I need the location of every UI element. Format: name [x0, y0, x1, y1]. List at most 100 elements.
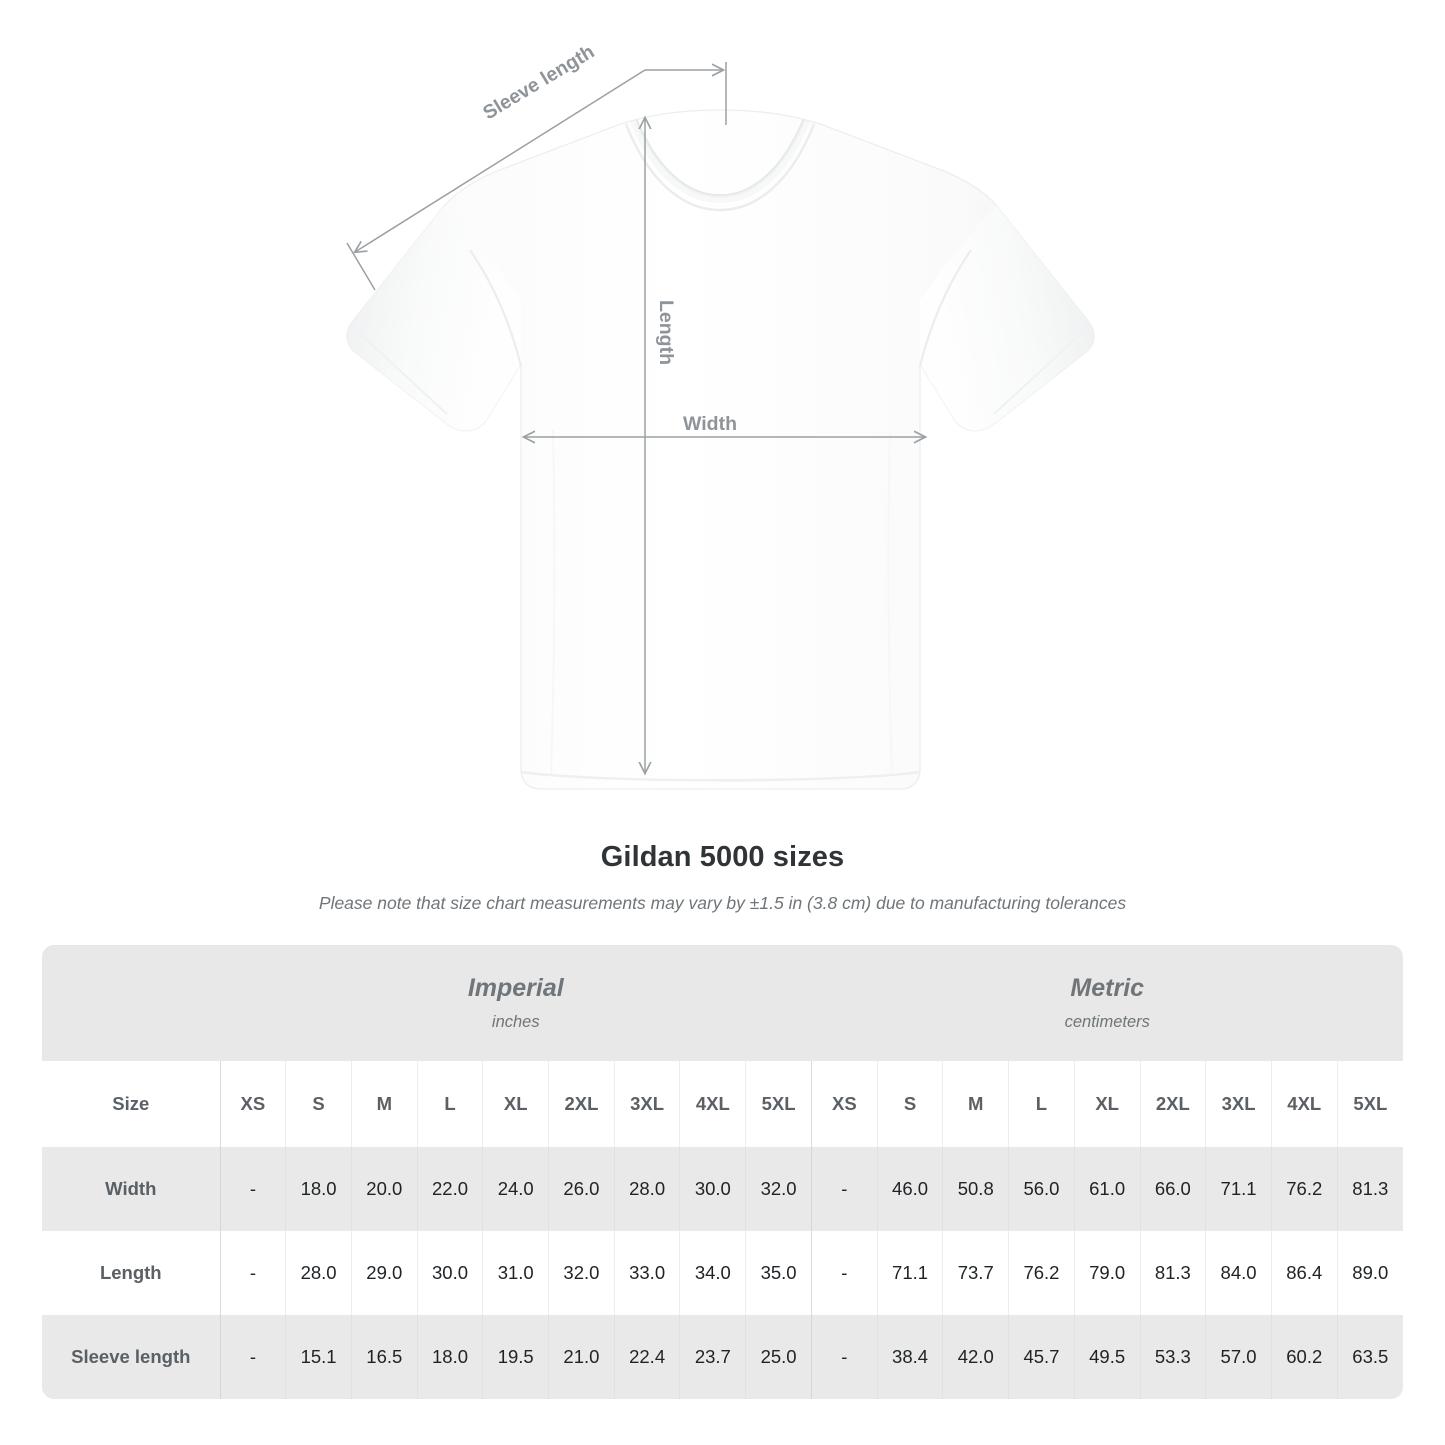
cell-width-imperial-3xl: 28.0	[614, 1147, 681, 1231]
cell-length-metric-m: 73.7	[942, 1231, 1010, 1315]
cell-sleeve-metric-xs: -	[811, 1315, 878, 1399]
cell-width-metric-2xl: 66.0	[1140, 1147, 1207, 1231]
header-metric-xl: XL	[1074, 1061, 1141, 1147]
cell-length-imperial-m: 29.0	[351, 1231, 418, 1315]
size-table: Imperial inches Metric centimeters Size …	[42, 945, 1403, 1399]
width-label: Width	[683, 413, 737, 435]
measurement-annotations	[346, 62, 925, 773]
cell-sleeve-imperial-l: 18.0	[417, 1315, 484, 1399]
unit-group-metric-sub: centimeters	[1064, 1013, 1150, 1031]
cell-length-metric-3xl: 84.0	[1205, 1231, 1272, 1315]
cell-sleeve-metric-2xl: 53.3	[1140, 1315, 1207, 1399]
unit-group-imperial-sub: inches	[491, 1013, 540, 1031]
unit-banner-spacer	[42, 945, 221, 1061]
size-header-row: Size XS S M L XL 2XL 3XL 4XL 5XL XS S M …	[42, 1061, 1403, 1147]
cell-length-imperial-3xl: 33.0	[614, 1231, 681, 1315]
cell-sleeve-imperial-xl: 19.5	[482, 1315, 550, 1399]
cell-length-imperial-4xl: 34.0	[679, 1231, 747, 1315]
cell-sleeve-imperial-2xl: 21.0	[548, 1315, 615, 1399]
cell-length-imperial-2xl: 32.0	[548, 1231, 615, 1315]
cell-sleeve-metric-m: 42.0	[942, 1315, 1010, 1399]
cell-length-metric-xl: 79.0	[1074, 1231, 1141, 1315]
unit-group-metric: Metric centimeters	[811, 945, 1403, 1061]
sleeve-length-label: Sleeve length	[479, 41, 598, 125]
cell-width-imperial-2xl: 26.0	[548, 1147, 615, 1231]
length-label: Length	[655, 300, 677, 365]
unit-banner-row: Imperial inches Metric centimeters	[42, 945, 1403, 1061]
cell-sleeve-imperial-s: 15.1	[285, 1315, 352, 1399]
cell-sleeve-imperial-5xl: 25.0	[745, 1315, 812, 1399]
cell-sleeve-metric-3xl: 57.0	[1205, 1315, 1272, 1399]
cell-width-metric-xs: -	[811, 1147, 878, 1231]
header-imperial-m: M	[351, 1061, 418, 1147]
cell-sleeve-metric-s: 38.4	[877, 1315, 944, 1399]
cell-length-imperial-xl: 31.0	[482, 1231, 550, 1315]
cell-width-metric-l: 56.0	[1008, 1147, 1075, 1231]
row-label-width: Width	[42, 1147, 221, 1231]
header-imperial-4xl: 4XL	[679, 1061, 747, 1147]
cell-width-imperial-5xl: 32.0	[745, 1147, 812, 1231]
unit-group-imperial: Imperial inches	[220, 945, 812, 1061]
cell-sleeve-imperial-m: 16.5	[351, 1315, 418, 1399]
tshirt-shape	[346, 109, 1095, 790]
header-metric-3xl: 3XL	[1205, 1061, 1272, 1147]
cell-width-imperial-4xl: 30.0	[679, 1147, 747, 1231]
header-metric-4xl: 4XL	[1271, 1061, 1338, 1147]
header-imperial-5xl: 5XL	[745, 1061, 812, 1147]
cell-sleeve-metric-xl: 49.5	[1074, 1315, 1141, 1399]
title-block: Gildan 5000 sizes Please note that size …	[0, 840, 1445, 914]
header-imperial-xs: XS	[220, 1061, 287, 1147]
cell-width-metric-xl: 61.0	[1074, 1147, 1141, 1231]
cell-length-metric-xs: -	[811, 1231, 878, 1315]
cell-length-metric-4xl: 86.4	[1271, 1231, 1338, 1315]
cell-sleeve-metric-l: 45.7	[1008, 1315, 1075, 1399]
row-label-length: Length	[42, 1231, 221, 1315]
header-metric-s: S	[877, 1061, 944, 1147]
cell-length-metric-5xl: 89.0	[1337, 1231, 1403, 1315]
cell-width-metric-4xl: 76.2	[1271, 1147, 1338, 1231]
cell-sleeve-metric-4xl: 60.2	[1271, 1315, 1338, 1399]
cell-width-imperial-xs: -	[220, 1147, 287, 1231]
cell-width-metric-5xl: 81.3	[1337, 1147, 1403, 1231]
cell-length-metric-s: 71.1	[877, 1231, 944, 1315]
cell-length-imperial-l: 30.0	[417, 1231, 484, 1315]
cell-length-imperial-xs: -	[220, 1231, 287, 1315]
cell-sleeve-imperial-4xl: 23.7	[679, 1315, 747, 1399]
cell-width-imperial-s: 18.0	[285, 1147, 352, 1231]
sleeve-length-dimension	[346, 62, 727, 291]
tshirt-illustration: Sleeve length Length Width	[346, 41, 1095, 790]
table-row: Length - 28.0 29.0 30.0 31.0 32.0 33.0 3…	[42, 1231, 1403, 1315]
table-row: Sleeve length - 15.1 16.5 18.0 19.5 21.0…	[42, 1315, 1403, 1399]
cell-sleeve-metric-5xl: 63.5	[1337, 1315, 1403, 1399]
header-metric-5xl: 5XL	[1337, 1061, 1403, 1147]
tolerance-note: Please note that size chart measurements…	[318, 893, 1127, 913]
unit-group-metric-label: Metric	[1070, 974, 1145, 1002]
cell-width-metric-s: 46.0	[877, 1147, 944, 1231]
cell-length-imperial-5xl: 35.0	[745, 1231, 812, 1315]
header-metric-m: M	[942, 1061, 1010, 1147]
size-table-wrapper: Imperial inches Metric centimeters Size …	[42, 945, 1403, 1399]
header-metric-l: L	[1008, 1061, 1075, 1147]
header-size-label: Size	[42, 1061, 221, 1147]
cell-length-imperial-s: 28.0	[285, 1231, 352, 1315]
cell-length-metric-l: 76.2	[1008, 1231, 1075, 1315]
header-metric-2xl: 2XL	[1140, 1061, 1207, 1147]
table-row: Width - 18.0 20.0 22.0 24.0 26.0 28.0 30…	[42, 1147, 1403, 1231]
cell-length-metric-2xl: 81.3	[1140, 1231, 1207, 1315]
header-metric-xs: XS	[811, 1061, 878, 1147]
header-imperial-l: L	[417, 1061, 484, 1147]
header-imperial-s: S	[285, 1061, 352, 1147]
header-imperial-3xl: 3XL	[614, 1061, 681, 1147]
cell-width-imperial-l: 22.0	[417, 1147, 484, 1231]
page-title: Gildan 5000 sizes	[600, 841, 845, 873]
cell-sleeve-imperial-xs: -	[220, 1315, 287, 1399]
cell-width-imperial-xl: 24.0	[482, 1147, 550, 1231]
header-imperial-xl: XL	[482, 1061, 550, 1147]
unit-group-imperial-label: Imperial	[467, 974, 564, 1002]
cell-width-imperial-m: 20.0	[351, 1147, 418, 1231]
row-label-sleeve-length: Sleeve length	[42, 1315, 221, 1399]
cell-width-metric-3xl: 71.1	[1205, 1147, 1272, 1231]
cell-width-metric-m: 50.8	[942, 1147, 1010, 1231]
header-imperial-2xl: 2XL	[548, 1061, 615, 1147]
